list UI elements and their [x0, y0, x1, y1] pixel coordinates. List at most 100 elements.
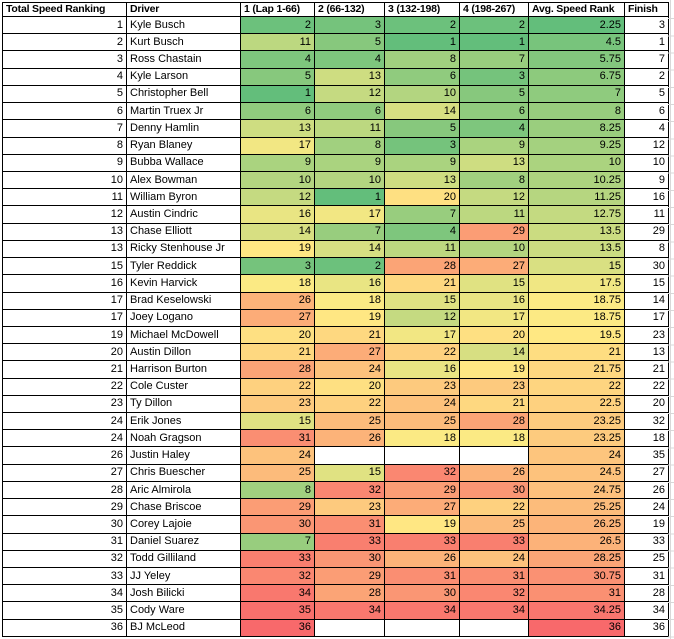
cell-rank[interactable]: 33 [2, 566, 127, 586]
cell-lap1[interactable]: 9 [240, 153, 315, 172]
cell-driver[interactable]: Todd Gilliland [126, 549, 241, 569]
cell-rank[interactable]: 2 [2, 33, 127, 52]
cell-driver[interactable]: Justin Haley [126, 446, 241, 465]
cell-lap3[interactable]: 24 [384, 394, 460, 414]
cell-avg-speed-rank[interactable]: 18.75 [528, 308, 625, 327]
cell-lap4[interactable]: 29 [459, 222, 529, 241]
cell-lap3[interactable]: 18 [384, 429, 460, 448]
column-header-lap-3[interactable]: 3 (132-198) [384, 2, 460, 17]
cell-finish[interactable]: 15 [624, 274, 669, 293]
cell-driver[interactable]: Cole Custer [126, 377, 241, 396]
cell-lap4[interactable]: 15 [459, 274, 529, 293]
cell-driver[interactable]: Erik Jones [126, 412, 241, 431]
cell-finish[interactable]: 27 [624, 463, 669, 482]
cell-rank[interactable]: 11 [2, 188, 127, 207]
cell-avg-speed-rank[interactable]: 4.5 [528, 33, 625, 52]
cell-avg-speed-rank[interactable]: 22 [528, 377, 625, 396]
cell-lap4[interactable]: 11 [459, 205, 529, 224]
cell-lap2[interactable]: 30 [314, 549, 385, 569]
cell-lap2[interactable] [314, 618, 385, 638]
cell-lap1[interactable]: 33 [240, 549, 315, 569]
cell-avg-speed-rank[interactable]: 21.75 [528, 360, 625, 379]
cell-driver[interactable]: Daniel Suarez [126, 532, 241, 551]
cell-rank[interactable]: 35 [2, 601, 127, 620]
cell-lap3[interactable]: 28 [384, 257, 460, 276]
cell-lap3[interactable]: 21 [384, 274, 460, 293]
cell-avg-speed-rank[interactable]: 6.75 [528, 67, 625, 86]
cell-rank[interactable]: 24 [2, 412, 127, 431]
cell-lap4[interactable]: 9 [459, 136, 529, 155]
column-header-lap-2[interactable]: 2 (66-132) [314, 2, 385, 17]
cell-lap2[interactable]: 25 [314, 412, 385, 431]
cell-rank[interactable]: 8 [2, 136, 127, 155]
cell-lap4[interactable]: 16 [459, 291, 529, 310]
cell-lap2[interactable]: 18 [314, 291, 385, 310]
cell-lap1[interactable]: 16 [240, 205, 315, 224]
cell-lap4[interactable]: 10 [459, 239, 529, 259]
cell-driver[interactable]: Kurt Busch [126, 33, 241, 52]
cell-rank[interactable]: 24 [2, 429, 127, 448]
cell-avg-speed-rank[interactable]: 8.25 [528, 119, 625, 138]
cell-lap2[interactable]: 31 [314, 515, 385, 534]
cell-avg-speed-rank[interactable]: 9.25 [528, 136, 625, 155]
cell-finish[interactable]: 34 [624, 601, 669, 620]
cell-lap4[interactable]: 20 [459, 325, 529, 345]
cell-finish[interactable]: 16 [624, 188, 669, 207]
cell-avg-speed-rank[interactable]: 5.75 [528, 50, 625, 69]
cell-lap1[interactable]: 29 [240, 498, 315, 517]
cell-avg-speed-rank[interactable]: 24.5 [528, 463, 625, 482]
cell-lap2[interactable]: 28 [314, 584, 385, 603]
cell-lap2[interactable]: 34 [314, 601, 385, 620]
cell-finish[interactable]: 8 [624, 239, 669, 259]
cell-avg-speed-rank[interactable]: 10.25 [528, 170, 625, 190]
cell-lap1[interactable]: 18 [240, 274, 315, 293]
cell-lap3[interactable]: 29 [384, 480, 460, 500]
cell-finish[interactable]: 1 [624, 33, 669, 52]
cell-finish[interactable]: 20 [624, 394, 669, 414]
cell-rank[interactable]: 23 [2, 394, 127, 414]
cell-lap2[interactable]: 27 [314, 343, 385, 362]
cell-lap1[interactable]: 22 [240, 377, 315, 396]
cell-avg-speed-rank[interactable]: 36 [528, 618, 625, 638]
cell-rank[interactable]: 9 [2, 153, 127, 172]
cell-lap1[interactable]: 13 [240, 119, 315, 138]
cell-lap1[interactable]: 25 [240, 463, 315, 482]
cell-lap3[interactable]: 31 [384, 566, 460, 586]
cell-driver[interactable]: Christopher Bell [126, 84, 241, 104]
cell-lap2[interactable]: 32 [314, 480, 385, 500]
cell-lap4[interactable]: 32 [459, 584, 529, 603]
cell-lap2[interactable]: 5 [314, 33, 385, 52]
cell-driver[interactable]: JJ Yeley [126, 566, 241, 586]
cell-driver[interactable]: Michael McDowell [126, 325, 241, 345]
cell-lap4[interactable] [459, 618, 529, 638]
cell-lap2[interactable]: 16 [314, 274, 385, 293]
cell-rank[interactable]: 20 [2, 343, 127, 362]
cell-avg-speed-rank[interactable]: 31 [528, 584, 625, 603]
cell-finish[interactable]: 3 [624, 15, 669, 35]
cell-lap4[interactable]: 1 [459, 33, 529, 52]
cell-lap4[interactable]: 8 [459, 170, 529, 190]
cell-lap1[interactable]: 4 [240, 50, 315, 69]
cell-lap2[interactable]: 26 [314, 429, 385, 448]
cell-rank[interactable]: 4 [2, 67, 127, 86]
cell-lap3[interactable]: 32 [384, 463, 460, 482]
cell-lap3[interactable]: 4 [384, 222, 460, 241]
cell-avg-speed-rank[interactable]: 26.25 [528, 515, 625, 534]
cell-lap1[interactable]: 7 [240, 532, 315, 551]
cell-lap1[interactable]: 36 [240, 618, 315, 638]
cell-finish[interactable]: 33 [624, 532, 669, 551]
cell-lap3[interactable]: 5 [384, 119, 460, 138]
cell-lap3[interactable]: 10 [384, 84, 460, 104]
cell-finish[interactable]: 10 [624, 153, 669, 172]
cell-avg-speed-rank[interactable]: 24.75 [528, 480, 625, 500]
cell-lap4[interactable]: 33 [459, 532, 529, 551]
cell-avg-speed-rank[interactable]: 22.5 [528, 394, 625, 414]
cell-lap4[interactable]: 30 [459, 480, 529, 500]
cell-avg-speed-rank[interactable]: 26.5 [528, 532, 625, 551]
cell-lap3[interactable] [384, 618, 460, 638]
cell-lap1[interactable]: 27 [240, 308, 315, 327]
cell-lap4[interactable]: 21 [459, 394, 529, 414]
cell-lap1[interactable]: 32 [240, 566, 315, 586]
cell-driver[interactable]: Alex Bowman [126, 170, 241, 190]
cell-finish[interactable]: 5 [624, 84, 669, 104]
